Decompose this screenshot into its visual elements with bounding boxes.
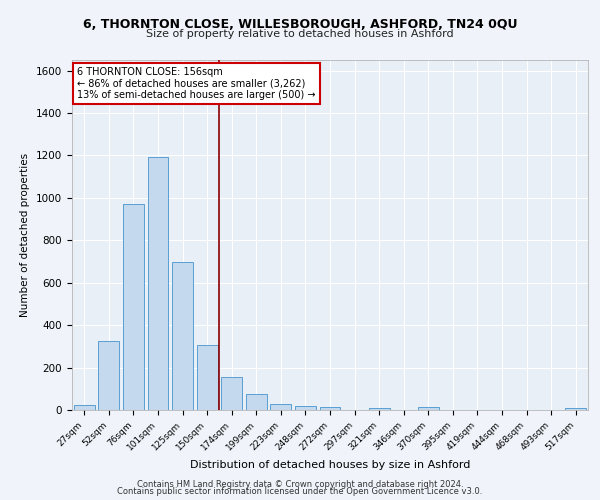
Bar: [98, 341, 119, 410]
Text: 6, THORNTON CLOSE, WILLESBOROUGH, ASHFORD, TN24 0QU: 6, THORNTON CLOSE, WILLESBOROUGH, ASHFOR…: [83, 18, 517, 30]
Bar: [197, 346, 218, 410]
Bar: [271, 404, 292, 410]
Bar: [295, 406, 316, 410]
Y-axis label: Number of detached properties: Number of detached properties: [20, 153, 31, 317]
Bar: [172, 262, 193, 410]
Text: Contains HM Land Registry data © Crown copyright and database right 2024.: Contains HM Land Registry data © Crown c…: [137, 480, 463, 489]
Text: Size of property relative to detached houses in Ashford: Size of property relative to detached ho…: [146, 29, 454, 39]
Text: 6 THORNTON CLOSE: 156sqm
← 86% of detached houses are smaller (3,262)
13% of sem: 6 THORNTON CLOSE: 156sqm ← 86% of detach…: [77, 67, 316, 100]
Bar: [246, 394, 267, 410]
Bar: [74, 404, 95, 410]
Bar: [418, 407, 439, 410]
Bar: [565, 408, 586, 410]
Bar: [320, 408, 340, 410]
X-axis label: Distribution of detached houses by size in Ashford: Distribution of detached houses by size …: [190, 460, 470, 470]
Bar: [221, 377, 242, 410]
Bar: [148, 156, 169, 410]
Bar: [123, 204, 144, 410]
Bar: [368, 408, 389, 410]
Text: Contains public sector information licensed under the Open Government Licence v3: Contains public sector information licen…: [118, 488, 482, 496]
